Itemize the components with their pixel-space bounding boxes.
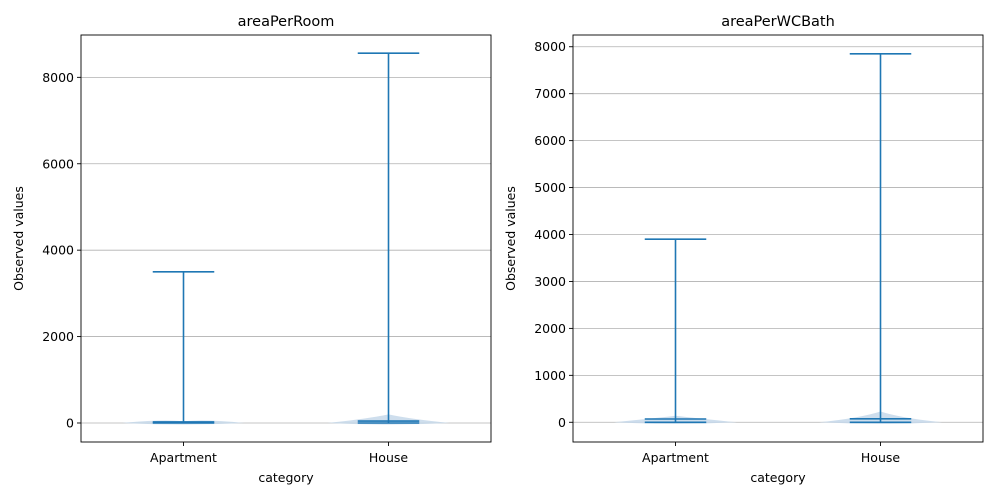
y-axis-label: Observed values [503, 186, 518, 291]
chart-title: areaPerRoom [238, 14, 335, 30]
x-axis-label: category [750, 470, 806, 485]
violin-apartment [122, 270, 245, 425]
y-tick-label: 8000 [42, 70, 74, 85]
chart-panel-area-per-room: 0 2000 4000 6000 8000 Apartment House areaPerRo… [11, 14, 492, 485]
y-tick-label: 3000 [534, 274, 566, 289]
x-tick-label-apartment: Apartment [642, 450, 709, 465]
y-tick-label: 8000 [534, 39, 566, 54]
y-tick-label: 2000 [534, 321, 566, 336]
axes-frame [572, 34, 984, 443]
y-tick-label: 0 [66, 415, 74, 430]
y-tick-label: 6000 [534, 133, 566, 148]
y-tick-label: 1000 [534, 368, 566, 383]
chart-panel-area-per-wc-bath: 0 1000 2000 3000 4000 5000 6000 7000 8000 Apartme… [503, 14, 984, 485]
y-tick-label: 6000 [42, 156, 74, 171]
y-tick-label: 4000 [534, 227, 566, 242]
y-tick-label: 5000 [534, 180, 566, 195]
violin-house [327, 52, 450, 425]
y-axis-label: Observed values [11, 186, 26, 291]
violin-house [819, 52, 942, 424]
x-axis-label: category [258, 470, 314, 485]
x-tick-label-apartment: Apartment [150, 450, 217, 465]
x-tick-label-house: House [861, 450, 900, 465]
y-tick-label: 2000 [42, 329, 74, 344]
y-tick-label: 0 [558, 415, 566, 430]
y-tick-label: 7000 [534, 86, 566, 101]
x-tick-label-house: House [369, 450, 408, 465]
chart-title: areaPerWCBath [721, 14, 835, 30]
violin-apartment [614, 238, 737, 424]
y-tick-label: 4000 [42, 243, 74, 258]
axes-frame [80, 34, 492, 443]
